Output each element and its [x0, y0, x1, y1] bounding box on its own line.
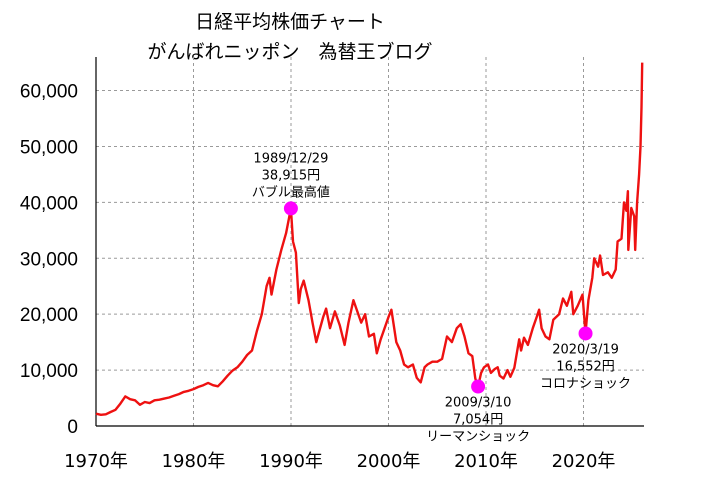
y-tick-label: 20,000 [20, 305, 78, 326]
annotation-marker [283, 201, 298, 216]
annotation-marker [471, 379, 486, 394]
y-tick-label: 40,000 [20, 193, 78, 214]
y-tick-labels: 0 10,000 20,000 30,000 40,000 50,000 60,000 [20, 82, 78, 438]
axes [95, 57, 644, 427]
gridlines [96, 57, 644, 426]
x-tick-label: 2000年 [357, 451, 421, 472]
y-tick-label: 10,000 [20, 361, 78, 382]
y-tick-label: 30,000 [20, 249, 78, 270]
x-tick-label: 1980年 [162, 451, 226, 472]
annotation-label: 7,054円 [453, 413, 503, 428]
annotation-label: 16,552円 [556, 359, 615, 374]
series [95, 62, 644, 416]
chart-title: 日経平均株価チャート がんばれニッポン 為替王ブログ [147, 11, 432, 63]
annotation-label: コロナショック [540, 376, 631, 391]
annotation-label: 2009/3/10 [445, 396, 512, 411]
markers [283, 201, 593, 394]
y-tick-label: 60,000 [20, 82, 78, 103]
x-tick-label: 2010年 [454, 451, 518, 472]
x-tick-labels: 1970年 1980年 1990年 2000年 2010年 2020年 [64, 451, 615, 472]
annotation-label: 1989/12/29 [253, 151, 328, 166]
annotation-label: 38,915円 [262, 168, 321, 183]
x-tick-label: 1990年 [259, 451, 323, 472]
annotation-marker [578, 326, 593, 341]
y-tick-label: 0 [67, 417, 78, 438]
annotation-label: バブル最高値 [252, 184, 330, 200]
annotation-label: リーマンショック [426, 430, 530, 445]
chart-title-line-2: がんばれニッポン 為替王ブログ [147, 40, 432, 63]
chart-title-line-1: 日経平均株価チャート [195, 11, 385, 33]
x-tick-label: 1970年 [64, 451, 128, 472]
x-tick-label: 2020年 [552, 451, 616, 472]
annotation-label: 2020/3/19 [552, 342, 619, 357]
series-line [95, 62, 644, 416]
y-tick-label: 50,000 [20, 137, 78, 158]
